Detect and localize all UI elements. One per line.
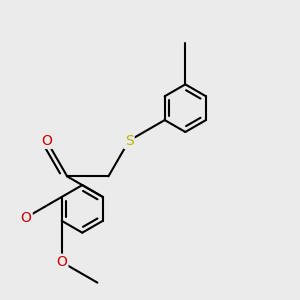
Text: O: O [41, 134, 52, 148]
Text: O: O [56, 255, 67, 269]
Text: O: O [20, 211, 32, 225]
Text: S: S [124, 134, 134, 148]
